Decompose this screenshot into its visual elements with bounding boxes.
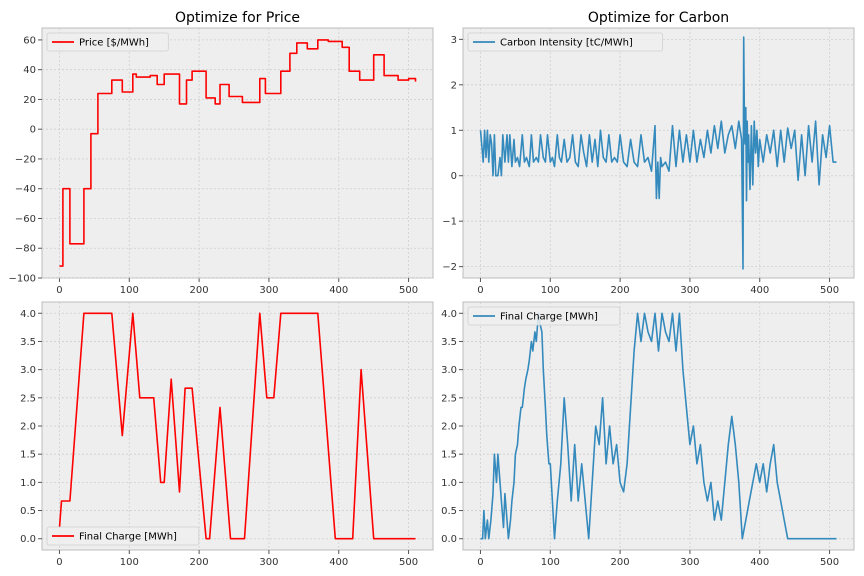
x-tick-label: 300: [680, 285, 699, 296]
y-tick-label: 0.5: [20, 506, 36, 517]
x-tick-label: 0: [477, 557, 483, 568]
subplot-1: 0 100 200 300 400 500 −100 −80 −60 −40 −20 0 20 40 60 O…: [9, 10, 434, 296]
y-tick-label: 3.0: [20, 365, 36, 376]
legend-entry: Final Charge [MWh]: [500, 312, 598, 323]
y-tick-label: 0.0: [20, 534, 36, 545]
x-tick-label: 400: [329, 557, 348, 568]
x-tick-label: 400: [750, 557, 769, 568]
series-line: [59, 39, 417, 267]
plot-area: [462, 27, 855, 279]
legend-entry: Price [$/MWh]: [79, 38, 149, 49]
subplot-title: Optimize for Carbon: [588, 10, 729, 26]
x-tick-label: 500: [399, 557, 418, 568]
x-tick-label: 300: [259, 285, 278, 296]
y-tick-label: −20: [15, 154, 36, 165]
legend: Final Charge [MWh]: [46, 526, 200, 546]
y-tick-label: 4.0: [441, 309, 457, 320]
y-tick-label: −80: [15, 244, 36, 255]
legend-box: [46, 32, 169, 52]
x-tick-label: 400: [329, 285, 348, 296]
x-tick-label: 100: [120, 285, 139, 296]
series-line: [479, 36, 837, 270]
legend: Final Charge [MWh]: [467, 306, 621, 326]
y-tick-label: 2: [451, 80, 457, 91]
x-tick-label: 300: [680, 557, 699, 568]
y-tick-label: 1.0: [441, 478, 457, 489]
y-tick-label: 40: [23, 65, 36, 76]
y-tick-label: 2.5: [441, 393, 457, 404]
x-tick-label: 0: [477, 285, 483, 296]
y-tick-label: 2.0: [441, 422, 457, 433]
y-tick-label: 60: [23, 35, 36, 46]
x-tick-label: 500: [820, 285, 839, 296]
y-tick-label: −100: [9, 274, 36, 285]
y-tick-label: 20: [23, 95, 36, 106]
y-tick-label: 3.5: [20, 337, 36, 348]
y-tick-label: 1.0: [20, 478, 36, 489]
y-tick-label: −1: [442, 217, 457, 228]
y-tick-label: 1.5: [441, 450, 457, 461]
x-tick-label: 100: [120, 557, 139, 568]
legend-box: [46, 526, 200, 546]
legend: Carbon Intensity [tC/MWh]: [467, 32, 663, 52]
x-tick-label: 200: [611, 557, 630, 568]
y-tick-label: 0.5: [441, 506, 457, 517]
x-tick-label: 100: [541, 557, 560, 568]
subplot-title: Optimize for Price: [175, 10, 300, 26]
y-tick-label: 3.0: [441, 365, 457, 376]
legend: Price [$/MWh]: [46, 32, 169, 52]
y-tick-label: 0: [30, 125, 36, 136]
x-tick-label: 500: [820, 557, 839, 568]
y-tick-label: 4.0: [20, 309, 36, 320]
legend-box: [467, 306, 621, 326]
x-tick-label: 500: [399, 285, 418, 296]
series-line: [58, 312, 416, 540]
x-tick-label: 300: [259, 557, 278, 568]
y-tick-label: 3.5: [441, 337, 457, 348]
x-tick-label: 200: [190, 285, 209, 296]
y-tick-label: 0.0: [441, 534, 457, 545]
y-tick-label: 1.5: [20, 450, 36, 461]
subplot-2: 0 100 200 300 400 500 −2 −1 0 1 2 3 Optimize for Car…: [442, 10, 855, 296]
legend-entry: Final Charge [MWh]: [79, 532, 177, 543]
legend-box: [467, 32, 663, 52]
series-line: [480, 312, 837, 540]
y-tick-label: 2.5: [20, 393, 36, 404]
x-tick-label: 400: [750, 285, 769, 296]
y-tick-label: −60: [15, 214, 36, 225]
subplot-3: 0 100 200 300 400 500 0.0 0.5 1.0 1.5 2.0 2.5 3.0 3.5…: [20, 301, 434, 568]
x-tick-label: 200: [611, 285, 630, 296]
x-tick-label: 100: [541, 285, 560, 296]
y-tick-label: −2: [442, 262, 457, 273]
y-tick-label: 3: [451, 35, 457, 46]
x-tick-label: 0: [56, 557, 62, 568]
y-tick-label: 1: [451, 126, 457, 137]
x-tick-label: 0: [56, 285, 62, 296]
y-tick-label: 0: [451, 171, 457, 182]
y-tick-label: −40: [15, 184, 36, 195]
subplot-4: 0 100 200 300 400 500 0.0 0.5 1.0 1.5 2.0 2.5 3.0 3.5…: [441, 301, 855, 568]
x-tick-label: 200: [190, 557, 209, 568]
legend-entry: Carbon Intensity [tC/MWh]: [500, 38, 633, 49]
y-tick-label: 2.0: [20, 422, 36, 433]
